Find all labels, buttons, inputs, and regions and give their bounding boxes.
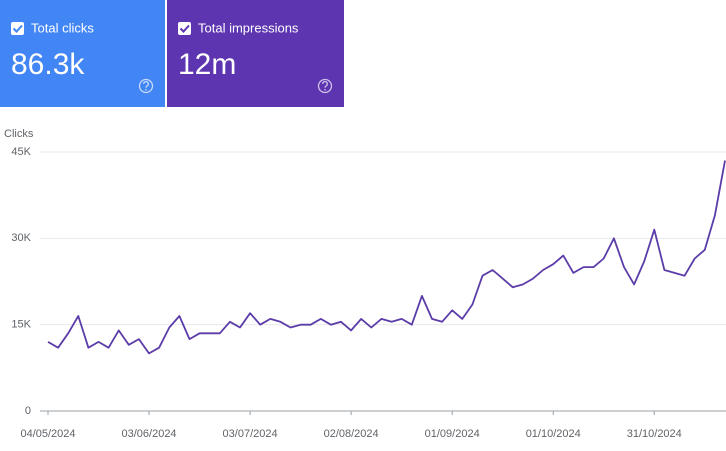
card-value: 12m bbox=[178, 48, 236, 81]
checkmark bbox=[179, 24, 190, 33]
help-dot bbox=[145, 89, 147, 91]
y-axis-label: Clicks bbox=[4, 128, 34, 140]
help-icon[interactable] bbox=[317, 78, 333, 94]
x-tick-label: 03/06/2024 bbox=[122, 428, 177, 440]
help-glyph bbox=[322, 81, 328, 88]
help-dot bbox=[324, 89, 326, 91]
x-tick-label: 02/08/2024 bbox=[324, 428, 379, 440]
x-tick-label: 04/05/2024 bbox=[20, 428, 75, 440]
checkmark bbox=[12, 24, 23, 33]
help-icon[interactable] bbox=[138, 78, 154, 94]
y-tick-label: 45K bbox=[11, 146, 31, 158]
metric-card[interactable]: Total impressions 12m bbox=[167, 0, 344, 107]
clicks-line bbox=[47, 160, 726, 355]
card-background bbox=[0, 0, 165, 107]
x-tick-label: 03/07/2024 bbox=[223, 428, 278, 440]
help-glyph bbox=[143, 81, 149, 88]
x-tick-label: 31/10/2024 bbox=[627, 428, 682, 440]
x-tick-label: 01/09/2024 bbox=[425, 428, 480, 440]
metric-card[interactable]: Total clicks 86.3k bbox=[0, 0, 165, 107]
y-tick-label: 15K bbox=[11, 319, 31, 331]
checkbox[interactable] bbox=[178, 22, 191, 35]
card-background bbox=[167, 0, 344, 107]
x-tick-label: 01/10/2024 bbox=[526, 428, 581, 440]
card-value: 86.3k bbox=[11, 48, 85, 81]
checkbox[interactable] bbox=[11, 22, 24, 35]
y-tick-label: 30K bbox=[11, 232, 31, 244]
y-tick-label: 0 bbox=[25, 405, 31, 417]
card-label: Total impressions bbox=[198, 20, 299, 35]
card-label: Total clicks bbox=[31, 20, 94, 35]
